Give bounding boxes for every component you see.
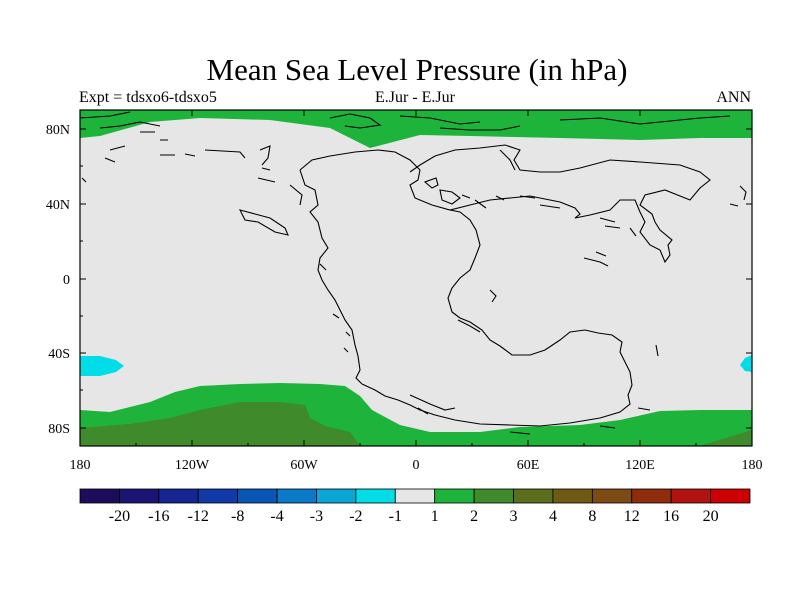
- colorbar-swatch: [591, 488, 633, 504]
- colorbar-label: -12: [188, 508, 209, 525]
- colorbar-label: 8: [588, 508, 596, 525]
- lon-label-0: 0: [413, 458, 420, 473]
- colorbar-swatch: [237, 488, 278, 504]
- colorbar-label: 16: [663, 508, 679, 525]
- arctic-coast-north: [329, 113, 731, 131]
- colorbar-swatch: [79, 488, 120, 504]
- colorbar-swatch: [670, 488, 711, 504]
- south-pacific-low: [80, 356, 124, 376]
- south-polar-dark-green-east: [700, 430, 752, 446]
- lon-label-60w: 60W: [290, 458, 318, 473]
- coastlines: [80, 111, 747, 435]
- lon-label-120w: 120W: [175, 458, 210, 473]
- period-label: E.Jur - E.Jur: [375, 89, 455, 106]
- pangaea-coastline: [299, 144, 711, 264]
- colorbar-swatch: [355, 488, 396, 504]
- lat-label-80n: 80N: [46, 123, 70, 138]
- lat-label-40n: 40N: [46, 198, 70, 213]
- colorbar-label: -2: [349, 508, 362, 525]
- colorbar-label: -1: [389, 508, 402, 525]
- map-frame: [79, 109, 753, 447]
- experiment-label: Expt = tdsxo6-tdsxo5: [79, 89, 217, 106]
- south-polar-dark-green: [80, 402, 360, 446]
- lon-label-180w: 180: [70, 458, 91, 473]
- map-field: [80, 110, 752, 446]
- lat-label-40s: 40S: [48, 347, 70, 362]
- colorbar-label: 12: [624, 508, 640, 525]
- america-coastline: [299, 169, 363, 385]
- colorbar: [79, 488, 751, 504]
- colorbar-swatch: [631, 488, 672, 504]
- south-pacific-low-east: [740, 355, 752, 372]
- lon-label-180e: 180: [742, 458, 763, 473]
- colorbar-label: -20: [109, 508, 130, 525]
- gondwana-coastline: [361, 209, 633, 427]
- colorbar-swatch: [276, 488, 317, 504]
- colorbar-label: -8: [231, 508, 244, 525]
- colorbar-swatch: [119, 488, 160, 504]
- colorbar-label: 2: [470, 508, 478, 525]
- laurasia-islands: [238, 149, 747, 435]
- colorbar-label: 4: [549, 508, 557, 525]
- northern-green-band: [80, 110, 752, 148]
- arctic-islands-west: [80, 111, 303, 206]
- lon-label-60e: 60E: [517, 458, 540, 473]
- colorbar-label: -4: [270, 508, 283, 525]
- axis-ticks: [80, 110, 752, 446]
- colorbar-swatch: [552, 488, 593, 504]
- colorbar-swatch: [473, 488, 514, 504]
- colorbar-swatch: [434, 488, 475, 504]
- colorbar-labels: -20 -16 -12 -8 -4 -3 -2 -1 1 2 3 4 8 12 16 20: [109, 508, 719, 525]
- colorbar-label: -3: [310, 508, 323, 525]
- colorbar-label: 1: [431, 508, 439, 525]
- lat-axis-labels: 80N 40N 0 40S 80S: [46, 123, 70, 437]
- colorbar-swatch: [394, 488, 436, 504]
- plot-title: Mean Sea Level Pressure (in hPa): [206, 52, 628, 87]
- season-label: ANN: [716, 89, 751, 106]
- lat-label-80s: 80S: [48, 422, 70, 437]
- colorbar-swatch: [316, 488, 357, 504]
- lon-label-120e: 120E: [625, 458, 655, 473]
- colorbar-swatch: [197, 488, 239, 504]
- colorbar-swatch: [710, 488, 751, 504]
- colorbar-swatch: [158, 488, 199, 504]
- colorbar-label: 3: [510, 508, 518, 525]
- lat-label-0: 0: [63, 273, 70, 288]
- colorbar-label: 20: [703, 508, 719, 525]
- colorbar-label: -16: [148, 508, 169, 525]
- lon-axis-labels: 180 120W 60W 0 60E 120E 180: [70, 458, 763, 473]
- tethys-inner-coast: [457, 289, 497, 333]
- colorbar-swatch: [513, 488, 554, 504]
